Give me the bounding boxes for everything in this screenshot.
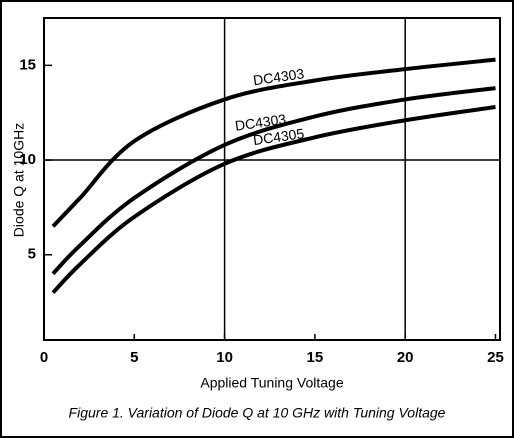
series-label: DC4305 <box>252 125 305 148</box>
x-tick-label: 20 <box>397 349 414 366</box>
x-tick-label: 5 <box>130 349 138 366</box>
y-tick-label: 15 <box>19 56 36 73</box>
x-tick-label: 0 <box>40 349 48 366</box>
series-line <box>51 86 496 276</box>
chart-title: Figure 1. Variation of Diode Q at 10 GHz… <box>69 405 446 421</box>
x-axis-label: Applied Tuning Voltage <box>200 375 343 391</box>
series-label: DC4303 <box>234 111 287 134</box>
x-tick-label: 15 <box>307 349 324 366</box>
y-tick-label: 5 <box>28 246 36 263</box>
x-tick-label: 10 <box>216 349 233 366</box>
plot-frame <box>43 17 501 341</box>
series-line <box>51 57 496 228</box>
series-line <box>51 105 496 295</box>
y-tick-label: 10 <box>19 151 36 168</box>
series-label: DC4303 <box>252 65 305 88</box>
x-tick-label: 25 <box>487 349 504 366</box>
y-axis-label: Diode Q at 10GHz <box>11 123 27 237</box>
